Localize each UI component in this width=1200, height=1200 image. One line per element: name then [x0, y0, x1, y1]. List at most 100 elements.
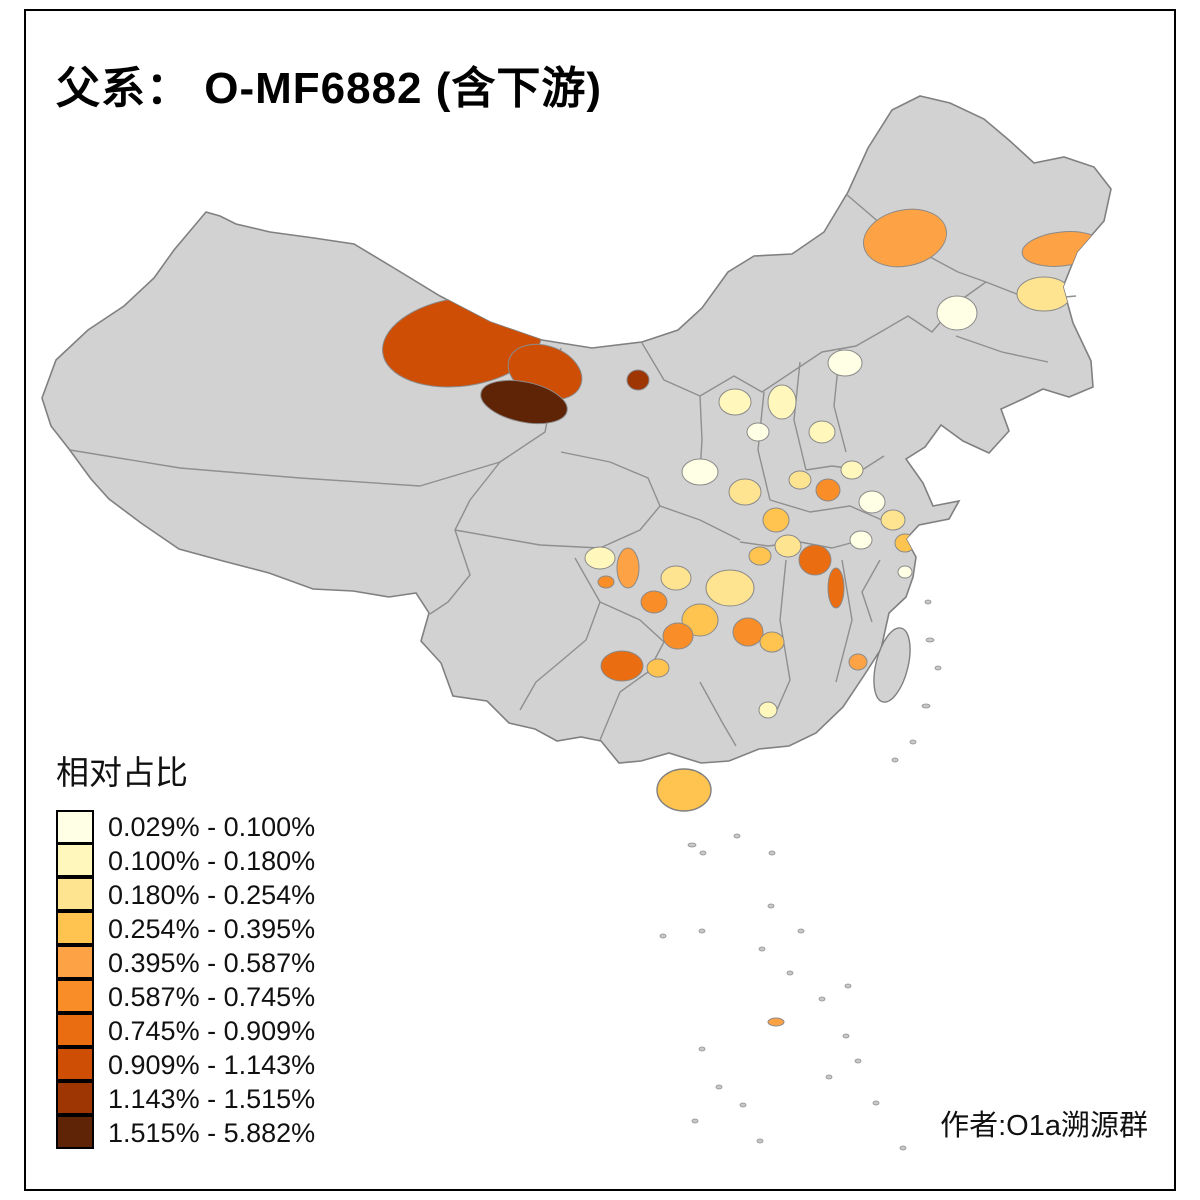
legend-label: 0.909% - 1.143% [108, 1049, 316, 1080]
map-region [660, 565, 692, 591]
map-region [640, 590, 668, 614]
islet [715, 1084, 723, 1090]
province-border [599, 691, 621, 741]
province-border [69, 347, 562, 487]
province-border [769, 499, 883, 521]
legend-row: 0.745% - 0.909% [56, 1013, 315, 1048]
map-region [728, 478, 762, 506]
attribution: 作者:O1a溯源群 [940, 1110, 1148, 1142]
legend-swatch [56, 911, 94, 945]
province-border [699, 681, 737, 747]
legend-row: 0.909% - 1.143% [56, 1047, 316, 1082]
map-region [798, 544, 832, 576]
map-region [827, 349, 863, 377]
islet [909, 739, 917, 745]
islet [698, 1046, 706, 1052]
islet [899, 1145, 907, 1151]
legend-swatch [56, 1013, 94, 1047]
legend-row: 0.100% - 0.180% [56, 843, 316, 878]
islet [786, 970, 794, 976]
legend-row: 0.029% - 0.100% [56, 810, 315, 844]
islet [687, 842, 697, 848]
map-region [762, 507, 790, 533]
legend-label: 0.180% - 0.254% [108, 879, 316, 910]
islet [699, 850, 707, 856]
islet [891, 757, 899, 763]
islet [768, 850, 776, 856]
map-region [705, 569, 755, 607]
province-border [861, 559, 881, 623]
legend-row: 1.143% - 1.515% [56, 1081, 316, 1116]
map-region [748, 546, 772, 566]
map-region [600, 650, 644, 682]
province-border [793, 361, 807, 471]
legend-swatch [56, 1081, 94, 1115]
hainan-island [656, 768, 712, 812]
province-border [535, 557, 601, 683]
legend-items: 0.029% - 0.100% 0.100% - 0.180% 0.180% - 0… [56, 810, 315, 1150]
islet [872, 1100, 880, 1106]
islet [659, 933, 667, 939]
legend-row: 0.395% - 0.587% [56, 945, 315, 980]
map-region [662, 622, 694, 650]
province-border [519, 681, 537, 711]
islet [842, 1033, 850, 1039]
map-region [897, 565, 913, 579]
legend-label: 0.587% - 0.745% [108, 981, 316, 1012]
islet [739, 1102, 747, 1108]
legend-swatch [56, 1047, 94, 1081]
map-region [718, 388, 752, 416]
map-region [616, 547, 640, 589]
map-region [732, 617, 764, 647]
map-region-offshore [767, 1017, 785, 1027]
map-region [626, 369, 650, 391]
map-region [646, 658, 670, 678]
islet [698, 928, 706, 934]
legend-title: 相对占比 [56, 754, 188, 791]
map-region [808, 420, 836, 444]
islet [733, 833, 741, 839]
province-border [835, 559, 853, 683]
page-title: 父系： O-MF6882 (含下游) [56, 64, 603, 113]
legend-swatch [56, 945, 94, 979]
islet [854, 1058, 862, 1064]
map-region [681, 603, 719, 637]
map-region [936, 295, 978, 331]
map-region [584, 546, 616, 570]
legend-swatch [56, 979, 94, 1013]
legend-row: 0.254% - 0.395% [56, 911, 316, 946]
map-region [746, 422, 770, 442]
map-region [681, 458, 719, 486]
map-region [880, 509, 906, 531]
legend-row: 0.180% - 0.254% [56, 877, 316, 912]
islet [758, 946, 766, 952]
islet [797, 928, 805, 934]
legend-swatch [56, 877, 94, 911]
province-border [955, 335, 1049, 363]
islet [924, 599, 932, 605]
taiwan-island [873, 627, 911, 703]
islet [691, 1118, 699, 1124]
islet [767, 903, 775, 909]
legend-swatch [56, 810, 94, 844]
map-region [597, 575, 615, 589]
province-border [454, 451, 661, 549]
islet [756, 1138, 764, 1144]
province-border [429, 461, 501, 615]
mainland-shape [41, 95, 1112, 764]
map-region [858, 490, 886, 514]
province-border [757, 391, 771, 501]
legend-label: 0.029% - 0.100% [108, 811, 316, 842]
legend-row: 1.515% - 5.882% [56, 1115, 316, 1150]
legend-label: 0.100% - 0.180% [108, 845, 316, 876]
map-region [1016, 276, 1072, 312]
map-region [863, 208, 947, 268]
islet [925, 637, 935, 643]
province-border [599, 601, 665, 693]
map-region [840, 460, 864, 480]
legend-label: 1.515% - 5.882% [108, 1117, 316, 1148]
islet [934, 665, 942, 671]
legend-label: 0.254% - 0.395% [108, 913, 316, 944]
legend-label: 1.143% - 1.515% [108, 1083, 316, 1114]
